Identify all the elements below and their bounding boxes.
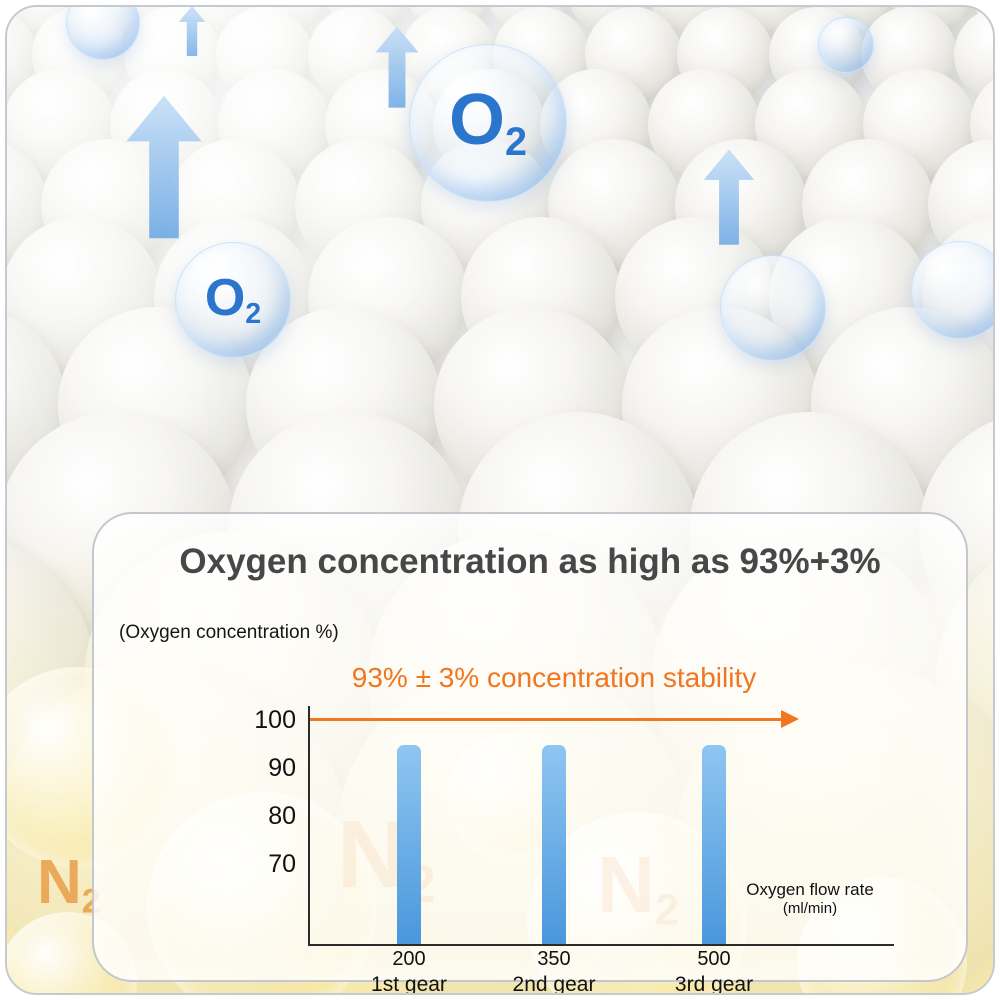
n2-symbol: N: [37, 848, 82, 917]
o2-bubble: O2: [175, 242, 291, 358]
product-image-frame: N2 N2 N2 O2 O2 Oxygen concentration as h…: [5, 5, 995, 995]
bar: [397, 745, 421, 944]
x-tick-label: 200: [392, 948, 426, 970]
o2-symbol: O: [204, 268, 246, 327]
x-axis-label-unit: (ml/min): [782, 900, 838, 917]
y-tick-label: 80: [268, 802, 296, 830]
o2-label: O2: [449, 84, 527, 163]
x-axis-label: Oxygen flow rate (ml/min): [726, 880, 894, 917]
up-arrow-icon: [122, 93, 206, 241]
stability-arrow-head: [781, 710, 799, 728]
gear-label: 2nd gear: [512, 973, 596, 995]
x-axis-label-text: Oxygen flow rate: [746, 880, 874, 899]
y-axis-caption: (Oxygen concentration %): [119, 622, 339, 643]
o2-bubble: O2: [409, 44, 567, 202]
o2-subscript: 2: [505, 119, 528, 164]
chart-headline: Oxygen concentration as high as 93%+3%: [179, 542, 881, 581]
bar: [542, 745, 566, 944]
x-tick-label: 500: [697, 948, 731, 970]
stability-label: 93% ± 3% concentration stability: [351, 662, 757, 693]
stability-arrow: [309, 718, 783, 721]
chart-area: Oxygen concentration as high as 93%+3% (…: [94, 514, 966, 993]
chart-panel: Oxygen concentration as high as 93%+3% (…: [92, 512, 968, 993]
x-tick-label: 350: [537, 948, 571, 970]
gear-label: 1st gear: [371, 973, 447, 995]
x-axis-line: [308, 944, 894, 946]
bubble-icon: [818, 17, 874, 73]
bubble-icon: [720, 255, 826, 361]
o2-subscript: 2: [245, 297, 262, 330]
o2-label: O2: [205, 272, 261, 329]
bar: [702, 745, 726, 944]
y-tick-label: 100: [254, 706, 296, 734]
o2-symbol: O: [448, 79, 505, 160]
up-arrow-icon: [702, 147, 756, 247]
gear-label: 3rd gear: [674, 973, 754, 995]
y-tick-label: 70: [268, 850, 296, 878]
y-axis-line: [308, 706, 310, 944]
up-arrow-icon: [177, 7, 207, 57]
y-tick-label: 90: [268, 754, 296, 782]
